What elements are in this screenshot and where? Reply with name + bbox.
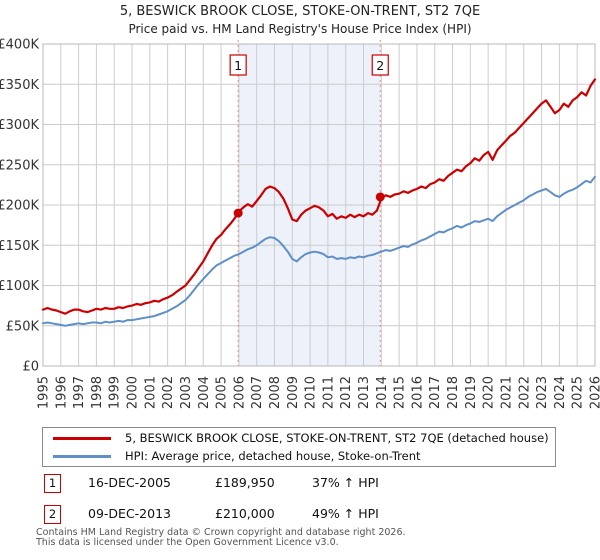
x-axis-tick-label: 2011: [321, 376, 336, 409]
transaction-row: 1 16-DEC-2005 £189,950 37% ↑ HPI: [0, 474, 600, 494]
series-line-hpi: [42, 175, 596, 327]
chart-legend: 5, BESWICK BROOK CLOSE, STOKE-ON-TRENT, …: [42, 427, 556, 467]
transaction-hpi-delta: 37% ↑ HPI: [312, 475, 379, 490]
x-axis-tick-label: 2002: [161, 376, 176, 409]
sale-marker-dot: [375, 192, 385, 202]
legend-label-hpi: HPI: Average price, detached house, Stok…: [125, 449, 421, 463]
transaction-hpi-delta: 49% ↑ HPI: [312, 506, 379, 521]
x-axis-tick-label: 1999: [108, 376, 123, 409]
licence-line: This data is licensed under the Open Gov…: [36, 537, 339, 548]
page-subtitle: Price paid vs. HM Land Registry's House …: [128, 22, 472, 36]
transaction-row: 2 09-DEC-2013 £210,000 49% ↑ HPI: [0, 505, 600, 525]
price-chart: 1995 1996 1997 1998 1999 2000 2001 2002 2003 2004…: [0, 38, 600, 410]
transaction-date: 09-DEC-2013: [88, 506, 171, 521]
x-axis-tick-label: 2000: [126, 376, 141, 409]
x-axis-tick-label: 2003: [179, 376, 194, 409]
x-axis-tick-label: 2012: [339, 376, 354, 409]
blue-line-swatch: [53, 454, 111, 458]
page-title: 5, BESWICK BROOK CLOSE, STOKE-ON-TRENT, …: [119, 4, 481, 19]
x-axis-tick-label: 2008: [268, 376, 283, 409]
x-axis-tick-label: 2010: [304, 376, 319, 409]
sale-marker-label: 1: [234, 58, 242, 73]
y-axis-tick-label: £0: [22, 360, 39, 375]
y-axis-tick-label: £200K: [0, 199, 39, 214]
legend-item-hpi: HPI: Average price, detached house, Stok…: [43, 449, 555, 464]
transaction-price: £189,950: [215, 475, 275, 490]
sale-marker-box: [229, 54, 247, 76]
transaction-date: 16-DEC-2005: [88, 475, 171, 490]
y-axis-tick-label: £150K: [0, 239, 39, 254]
x-axis-tick-label: 2017: [428, 376, 443, 409]
x-axis-tick-label: 2020: [482, 376, 497, 409]
sale-marker-dot: [233, 208, 243, 218]
x-axis-tick-label: 2016: [410, 376, 425, 409]
y-axis-tick-label: £100K: [0, 279, 39, 294]
x-axis-tick-label: 2004: [197, 376, 212, 409]
y-axis-tick-label: £250K: [0, 158, 39, 173]
legend-label-price-paid: 5, BESWICK BROOK CLOSE, STOKE-ON-TRENT, …: [125, 431, 549, 445]
x-axis-tick-label: 2015: [393, 376, 408, 409]
x-axis-tick-label: 2022: [517, 376, 532, 409]
sale-marker-label: 2: [376, 58, 384, 73]
y-axis-tick-label: £300K: [0, 118, 39, 133]
transaction-number-badge: 2: [44, 505, 61, 524]
x-axis-tick-label: 2014: [375, 376, 390, 409]
x-axis-tick-label: 2026: [589, 376, 600, 409]
x-axis-tick-label: 2013: [357, 376, 372, 409]
legend-item-price-paid: 5, BESWICK BROOK CLOSE, STOKE-ON-TRENT, …: [43, 431, 555, 446]
x-axis-tick-label: 2001: [143, 376, 158, 409]
red-line-swatch: [53, 436, 111, 440]
sale-marker-box: [371, 54, 389, 76]
x-axis-tick-label: 2005: [215, 376, 230, 409]
x-axis-tick-label: 1996: [54, 376, 69, 409]
x-axis-tick-label: 2021: [499, 376, 514, 409]
x-axis-tick-label: 2023: [535, 376, 550, 409]
x-axis-tick-label: 2006: [232, 376, 247, 409]
y-axis-tick-label: £350K: [0, 78, 39, 93]
y-axis-tick-label: £400K: [0, 38, 39, 53]
transaction-number-badge: 1: [44, 474, 61, 493]
x-axis-tick-label: 2018: [446, 376, 461, 409]
x-axis-tick-label: 1997: [72, 376, 87, 409]
series-line-price-paid: [41, 78, 597, 315]
x-axis-tick-label: 2007: [250, 376, 265, 409]
x-axis-tick-label: 2024: [553, 376, 568, 409]
y-axis-tick-label: £50K: [6, 319, 40, 334]
x-axis-tick-label: 2019: [464, 376, 479, 409]
transaction-price: £210,000: [215, 506, 275, 521]
x-axis-tick-label: 2009: [286, 376, 301, 409]
x-axis-tick-label: 1995: [37, 376, 52, 409]
plot-border: [42, 43, 596, 367]
copyright-line: Contains HM Land Registry data © Crown c…: [36, 527, 406, 538]
x-axis-tick-label: 2025: [571, 376, 586, 409]
x-axis-tick-label: 1998: [90, 376, 105, 409]
